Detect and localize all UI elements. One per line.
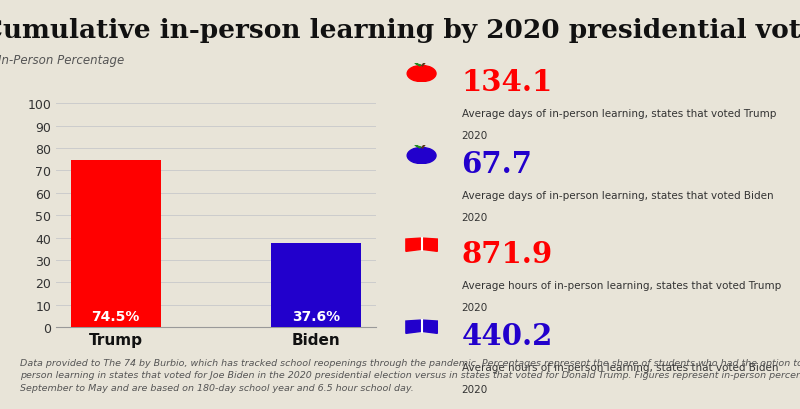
Text: Cumulative in-person learning by 2020 presidential vote: Cumulative in-person learning by 2020 pr… <box>0 18 800 43</box>
Text: 2020: 2020 <box>462 131 488 141</box>
Circle shape <box>407 66 436 83</box>
Text: Average days of in-person learning, states that voted Trump: Average days of in-person learning, stat… <box>462 108 776 118</box>
Text: 2020: 2020 <box>462 384 488 394</box>
Polygon shape <box>422 238 438 252</box>
Text: 37.6%: 37.6% <box>292 309 340 323</box>
Text: Average hours of in-person learning, states that voted Biden: Average hours of in-person learning, sta… <box>462 362 778 372</box>
Text: 440.2: 440.2 <box>462 321 553 350</box>
Text: 2020: 2020 <box>462 213 488 222</box>
Polygon shape <box>406 238 421 252</box>
Polygon shape <box>422 320 438 333</box>
Bar <box>271 243 362 327</box>
Text: Average days of in-person learning, states that voted Biden: Average days of in-person learning, stat… <box>462 190 774 200</box>
Text: 74.5%: 74.5% <box>91 309 140 323</box>
Text: 134.1: 134.1 <box>462 67 553 97</box>
Circle shape <box>407 148 436 164</box>
Text: Average hours of in-person learning, states that voted Trump: Average hours of in-person learning, sta… <box>462 280 781 290</box>
Polygon shape <box>406 320 421 333</box>
Text: In-Person Percentage: In-Person Percentage <box>0 54 125 67</box>
Bar <box>70 161 161 327</box>
Text: 67.7: 67.7 <box>462 149 533 178</box>
Polygon shape <box>415 64 421 67</box>
Text: 871.9: 871.9 <box>462 239 553 268</box>
Polygon shape <box>415 146 421 148</box>
Text: 2020: 2020 <box>462 303 488 312</box>
Text: Data provided to The 74 by Burbio, which has tracked school reopenings through t: Data provided to The 74 by Burbio, which… <box>20 358 800 392</box>
